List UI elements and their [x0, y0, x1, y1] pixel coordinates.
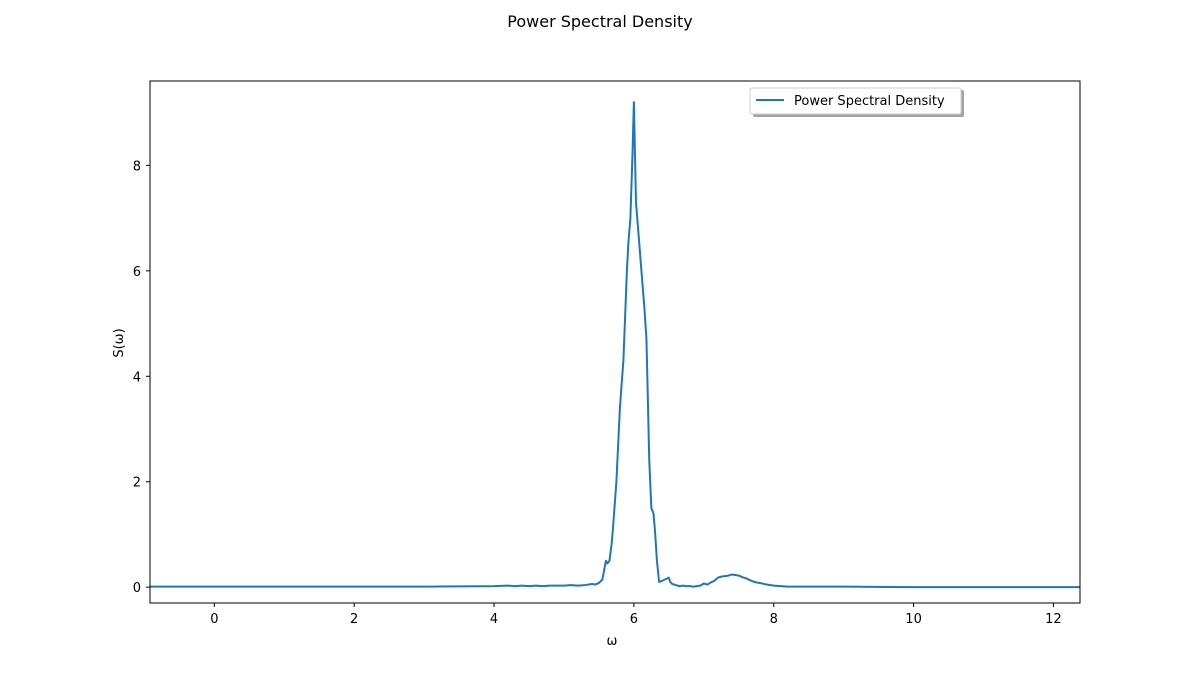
- plot-area: 0 2 4 6 8 10 12 0 2 4 6 8: [133, 80, 1081, 627]
- x-tick-label: 2: [350, 612, 358, 627]
- y-tick-label: 8: [133, 159, 141, 174]
- chart-title: Power Spectral Density: [507, 12, 692, 31]
- x-axis-label: ω: [607, 634, 618, 649]
- x-tick-label: 8: [770, 612, 778, 627]
- x-tick-label: 6: [630, 612, 638, 627]
- x-tick-label: 0: [210, 612, 218, 627]
- axes-frame: [149, 80, 1081, 604]
- y-tick-label: 6: [133, 265, 141, 280]
- legend: Power Spectral Density: [749, 87, 964, 117]
- x-tick-label: 10: [905, 612, 922, 627]
- x-tick-label: 12: [1045, 612, 1062, 627]
- y-tick-label: 2: [133, 476, 141, 491]
- series-line-0: [150, 101, 1080, 589]
- legend-label: Power Spectral Density: [794, 94, 945, 109]
- y-tick-label: 0: [133, 581, 141, 596]
- y-axis-label: S(ω): [112, 328, 127, 357]
- y-tick-label: 4: [133, 370, 141, 385]
- x-tick-label: 4: [490, 612, 498, 627]
- legend-box: [749, 87, 962, 115]
